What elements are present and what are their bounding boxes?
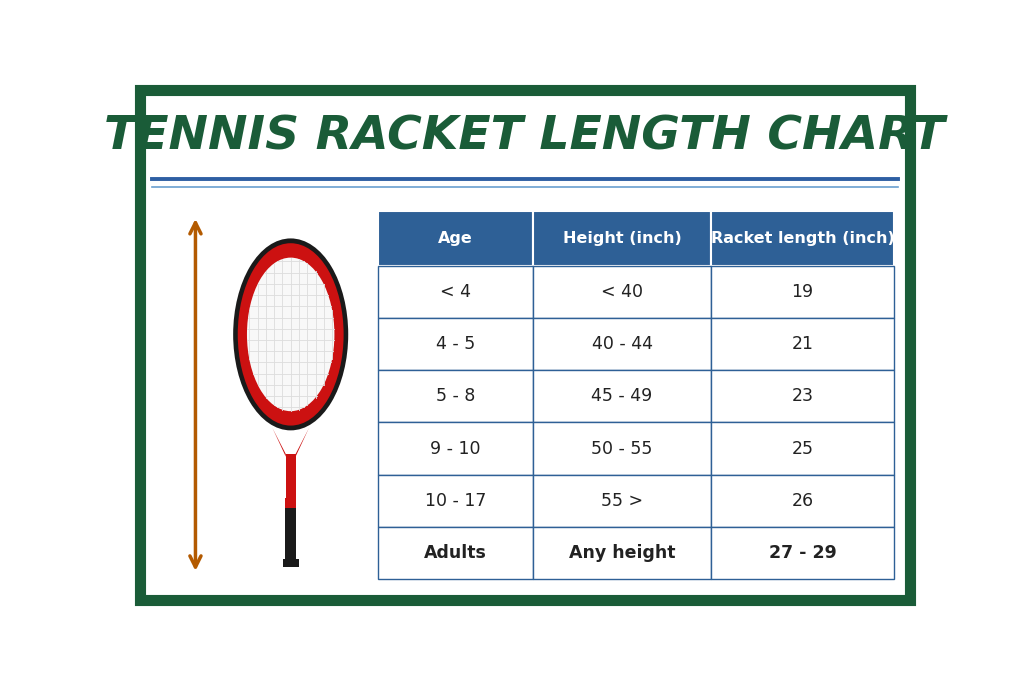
Bar <box>532 527 712 579</box>
Text: Any height: Any height <box>568 544 675 562</box>
Bar <box>532 318 712 370</box>
Bar <box>712 266 894 318</box>
Bar <box>378 266 532 318</box>
Text: Racket length (inch): Racket length (inch) <box>711 231 894 246</box>
Bar <box>285 499 296 508</box>
Polygon shape <box>272 428 286 457</box>
Bar <box>378 318 532 370</box>
Bar <box>532 211 712 266</box>
Text: < 40: < 40 <box>601 283 643 301</box>
Bar <box>712 423 894 475</box>
Bar <box>532 475 712 527</box>
Text: 9 - 10: 9 - 10 <box>430 440 480 458</box>
Text: Age: Age <box>438 231 473 246</box>
Bar <box>532 370 712 423</box>
Bar <box>712 370 894 423</box>
Text: 40 - 44: 40 - 44 <box>592 335 652 353</box>
Bar <box>283 559 299 567</box>
Text: 5 - 8: 5 - 8 <box>435 387 475 406</box>
Text: Height (inch): Height (inch) <box>562 231 681 246</box>
Bar <box>532 266 712 318</box>
Text: 55 >: 55 > <box>601 492 643 510</box>
Text: 23: 23 <box>792 387 813 406</box>
Ellipse shape <box>233 238 348 430</box>
Text: 26: 26 <box>792 492 814 510</box>
Bar <box>285 505 296 561</box>
Text: 10 - 17: 10 - 17 <box>425 492 486 510</box>
Text: TENNIS RACKET LENGTH CHART: TENNIS RACKET LENGTH CHART <box>104 115 945 160</box>
Text: 25: 25 <box>792 440 813 458</box>
Text: 4 - 5: 4 - 5 <box>436 335 475 353</box>
Ellipse shape <box>238 243 344 426</box>
Ellipse shape <box>247 257 335 411</box>
Text: 50 - 55: 50 - 55 <box>591 440 652 458</box>
Text: 45 - 49: 45 - 49 <box>592 387 652 406</box>
Bar <box>712 211 894 266</box>
Bar <box>378 211 532 266</box>
Bar <box>378 527 532 579</box>
Text: 27 - 29: 27 - 29 <box>769 544 837 562</box>
Bar <box>378 475 532 527</box>
Text: 19: 19 <box>792 283 814 301</box>
Bar <box>286 454 296 508</box>
Bar <box>532 423 712 475</box>
Bar <box>712 475 894 527</box>
Text: 21: 21 <box>792 335 813 353</box>
Text: Adults: Adults <box>424 544 486 562</box>
Bar <box>378 370 532 423</box>
Polygon shape <box>296 428 309 457</box>
Text: < 4: < 4 <box>440 283 471 301</box>
Bar <box>712 318 894 370</box>
Bar <box>712 527 894 579</box>
Bar <box>378 423 532 475</box>
